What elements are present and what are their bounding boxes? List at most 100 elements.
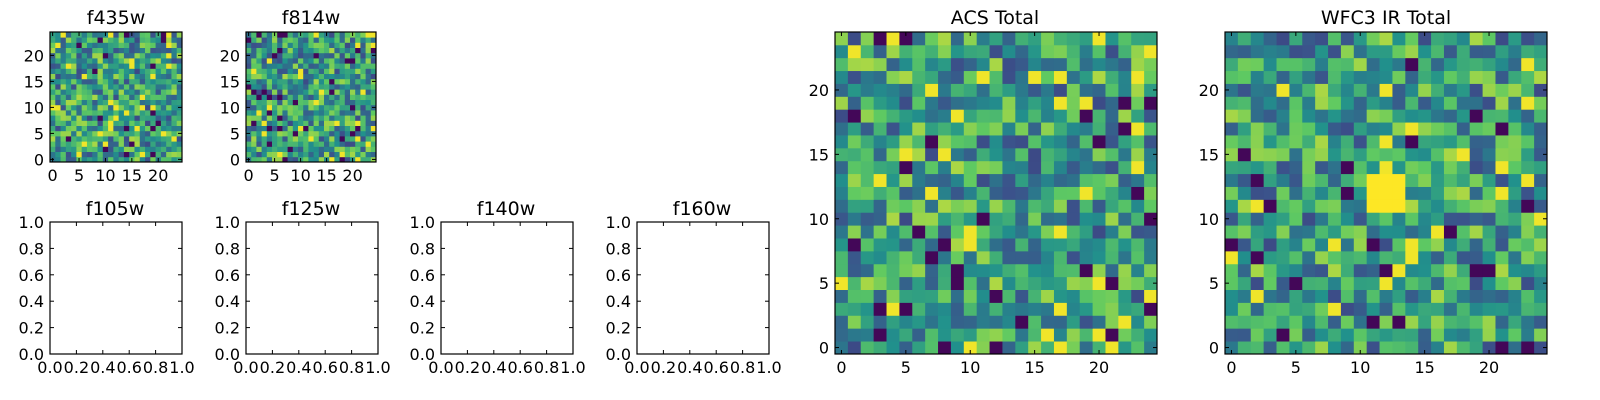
heatmap-cell [1289,109,1302,122]
heatmap-cell [262,152,268,158]
heatmap-cell [1105,58,1118,71]
heatmap-cell [848,199,861,212]
heatmap-cell [66,89,72,95]
heatmap-cell [87,48,93,54]
heatmap-cell [61,131,67,137]
heatmap-cell [848,315,861,328]
heatmap-cell [964,277,977,290]
heatmap-cell [848,212,861,225]
heatmap-cell [925,315,938,328]
heatmap-cell [329,136,335,142]
heatmap-cell [82,152,88,158]
heatmap-cell [319,131,325,137]
heatmap-cell [861,71,874,84]
heatmap-cell [288,48,294,54]
heatmap-cell [899,212,912,225]
y-tick-label: 0.8 [215,239,240,258]
heatmap-cell [71,32,77,38]
heatmap-cell [990,84,1003,97]
heatmap-cell [1144,251,1157,264]
heatmap-cell [848,161,861,174]
heatmap-cell [1380,32,1393,45]
heatmap-cell [166,141,172,147]
heatmap-cell [92,141,98,147]
heatmap-cell [1508,302,1521,315]
heatmap-cell [1131,315,1144,328]
heatmap-cell [66,84,72,90]
heatmap-cell [340,131,346,137]
heatmap-cell [171,89,177,95]
heatmap-cell [1302,58,1315,71]
heatmap-cell [82,63,88,69]
heatmap-cell [1289,58,1302,71]
heatmap-cell [98,136,104,142]
heatmap-cell [303,94,309,100]
heatmap-cell [345,89,351,95]
heatmap-cell [108,94,114,100]
heatmap-cell [340,63,346,69]
heatmap-cell [1483,302,1496,315]
heatmap-cell [145,37,151,43]
heatmap-cell [113,146,119,152]
heatmap-cell [251,110,257,116]
heatmap-cell [119,152,125,158]
heatmap-cell [1251,199,1264,212]
heatmap-cell [319,68,325,74]
heatmap-cell [861,315,874,328]
heatmap-cell [1521,45,1534,58]
heatmap-cell [303,141,309,147]
heatmap-cell [1041,328,1054,341]
heatmap-cell [1508,71,1521,84]
heatmap-cell [964,251,977,264]
heatmap-cell [113,74,119,80]
heatmap-cell [1483,45,1496,58]
heatmap-cell [1328,315,1341,328]
heatmap-cell [1028,71,1041,84]
heatmap-cell [366,74,372,80]
heatmap-cell [1457,212,1470,225]
heatmap-cell [1028,135,1041,148]
heatmap-cell [887,199,900,212]
heatmap-cell [129,131,135,137]
heatmap-cell [1080,328,1093,341]
axes-frame [246,222,378,354]
heatmap-cell [298,110,304,116]
heatmap-cell [1328,212,1341,225]
heatmap-cell [308,131,314,137]
heatmap-cell [267,53,273,59]
panel-0: 0 5 10 15 2005101520 [24,32,183,185]
heatmap-cell [887,96,900,109]
heatmap-cell [108,32,114,38]
heatmap-cell [925,32,938,45]
heatmap-cell [140,100,146,106]
heatmap-cell [50,100,56,106]
heatmap-cell [1054,58,1067,71]
heatmap-cell [298,53,304,59]
heatmap-cell [140,68,146,74]
heatmap-cell [964,302,977,315]
heatmap-cell [1392,187,1405,200]
heatmap-cell [1041,135,1054,148]
heatmap-cell [156,89,162,95]
heatmap-cell [1131,135,1144,148]
heatmap-cell [355,146,361,152]
heatmap-cell [324,89,330,95]
heatmap-cell [66,94,72,100]
heatmap-cell [156,136,162,142]
y-tick-label: 0.8 [606,239,631,258]
heatmap-cell [319,79,325,85]
heatmap-cell [82,105,88,111]
heatmap-cell [1028,122,1041,135]
heatmap-cell [345,68,351,74]
heatmap-cell [76,63,82,69]
heatmap-cell [134,48,140,54]
heatmap-cell [1238,264,1251,277]
heatmap-cell [1405,251,1418,264]
heatmap-cell [145,79,151,85]
heatmap-cell [1131,174,1144,187]
heatmap-cell [1431,341,1444,354]
heatmap-cell [887,45,900,58]
heatmap-cell [360,94,366,100]
heatmap-cell [129,89,135,95]
heatmap-cell [134,42,140,48]
